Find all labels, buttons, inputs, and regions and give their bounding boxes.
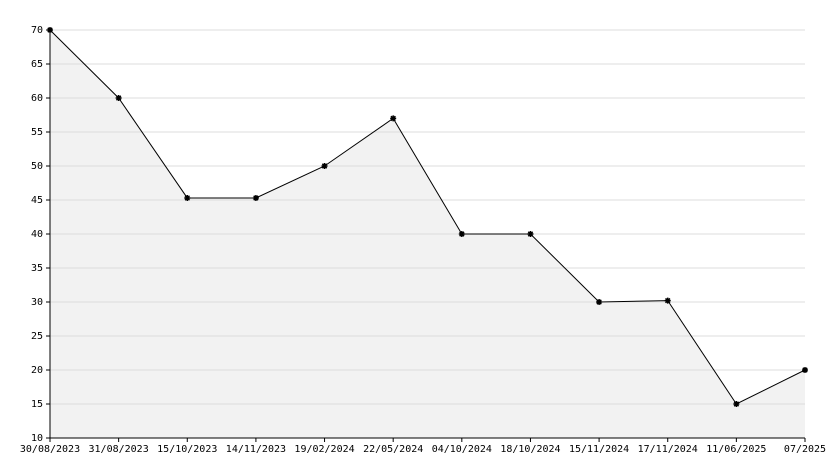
- x-tick-label: 11/06/2025: [706, 444, 766, 455]
- y-tick-label: 10: [31, 433, 43, 444]
- line: [49, 29, 806, 405]
- marker: [321, 163, 328, 169]
- marker: [115, 95, 122, 101]
- y-tick-label: 20: [31, 365, 43, 376]
- marker: [733, 401, 740, 407]
- y-tick-label: 30: [31, 297, 43, 308]
- y-tick-label: 70: [31, 25, 43, 36]
- y-tick-label: 55: [31, 127, 43, 138]
- x-tick-label: 04/10/2024: [432, 444, 492, 455]
- x-tick-label: 17/11/2024: [638, 444, 698, 455]
- y-tick-label: 60: [31, 93, 43, 104]
- x-tick-label: 22/05/2024: [363, 444, 423, 455]
- y-tick-label: 40: [31, 229, 43, 240]
- x-tick-label: 07/2025: [784, 444, 826, 455]
- x-tick-label: 30/08/2023: [20, 444, 80, 455]
- x-tick-label: 15/11/2024: [569, 444, 629, 455]
- y-tick-label: 50: [31, 161, 43, 172]
- y-tick-label: 15: [31, 399, 43, 410]
- marker: [252, 194, 259, 201]
- y-tick-label: 45: [31, 195, 43, 206]
- marker: [184, 194, 191, 201]
- marker: [47, 27, 53, 33]
- y-tick-label: 65: [31, 59, 43, 70]
- x-tick-label: 19/02/2024: [294, 444, 354, 455]
- marker: [458, 231, 465, 237]
- marker: [390, 115, 397, 122]
- y-tick-label: 25: [31, 331, 43, 342]
- x-tick-label: 18/10/2024: [500, 444, 560, 455]
- marker: [596, 299, 603, 305]
- y-tick-label: 35: [31, 263, 43, 274]
- x-tick-label: 15/10/2023: [157, 444, 217, 455]
- x-tick-label: 14/11/2023: [226, 444, 286, 455]
- marker: [527, 231, 534, 237]
- x-tick-label: 31/08/2023: [89, 444, 149, 455]
- marker: [664, 297, 671, 304]
- marker: [802, 367, 808, 373]
